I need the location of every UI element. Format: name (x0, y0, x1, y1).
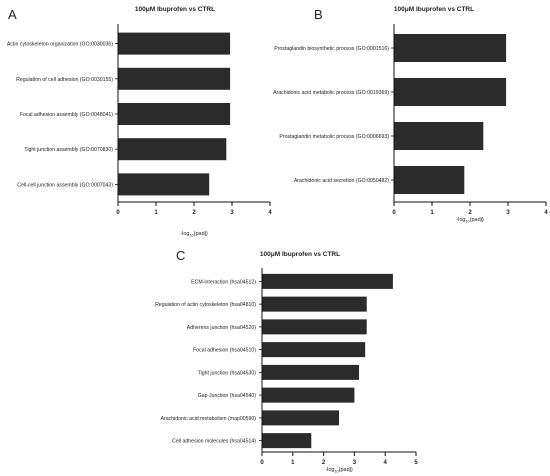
panel-b-x-axis-label-sub: 10 (465, 220, 469, 224)
panel-b-x-tick-label: 4 (544, 210, 548, 216)
panel-b-x-tick-label: 2 (468, 210, 472, 216)
panel-a-x-axis-label-tail: (padj) (194, 231, 208, 237)
panel-c-category-label: Gap Junction (hsa04540) (198, 393, 257, 399)
panel-b-category-label: Prostaglandin biosynthetic process (GO:0… (274, 46, 389, 52)
panel-b-x-tick-label: 0 (392, 210, 396, 216)
panel-a-bar (118, 67, 231, 90)
panel-a-x-axis-label-base: -log (180, 231, 189, 237)
panel-c-bar (262, 342, 366, 358)
panel-c-bar (262, 319, 367, 335)
panel-c-x-tick-label: 4 (384, 460, 388, 466)
panel-a-category-label: Regulation of cell adhesion (GO:0030155) (16, 77, 113, 83)
panel-b-title: 100μM Ibuprofen vs CTRL (394, 6, 474, 13)
panel-b-x-tick-label: 3 (506, 210, 510, 216)
panel-b-x-axis-label: -log10(padj) (456, 217, 484, 224)
panel-a-x-tick-label: 3 (230, 210, 234, 216)
panel-a-bar (118, 32, 231, 55)
panel-a-category-label: Actin cytoskeleton organization (GO:0030… (7, 42, 113, 48)
panel-a-x-tick-label: 1 (154, 210, 158, 216)
panel-c-category-label: Tight junction (hsa04530) (198, 370, 257, 376)
panel-a-x-tick-label: 2 (192, 210, 196, 216)
panel-a-title: 100μM Ibuprofen vs CTRL (135, 6, 215, 13)
panel-c-x-axis-label-tail: (padj) (339, 467, 353, 473)
panel-c-bar (262, 273, 393, 289)
panel-c-x-axis-label-base: -log (325, 467, 334, 473)
panel-a-x-tick-label: 4 (268, 210, 272, 216)
panel-b-x-tick-label: 1 (430, 210, 434, 216)
panel-c-x-tick-label: 0 (260, 460, 264, 466)
panel-c-title: 100μM Ibuprofen vs CTRL (260, 251, 340, 258)
panel-a-x-axis-label: -log10(padj) (180, 231, 208, 238)
panel-a-label: A (8, 7, 17, 22)
panel-a-category-label: Focal adhesion assembly (GO:0048041) (20, 112, 113, 118)
panel-b-category-label: Prostaglandin metabolic process (GO:0006… (279, 134, 389, 140)
panel-c-category-label: Cell adhesion molecules (hsa04514) (172, 439, 256, 445)
panel-c-x-axis-label: -log10(padj) (325, 467, 353, 474)
panel-c-x-tick-label: 5 (414, 460, 418, 466)
panel-c-bar (262, 296, 367, 312)
panel-c-category-label: Adherens junction (hsa04520) (187, 325, 256, 331)
panel-c-x-axis-label-sub: 10 (334, 470, 338, 474)
panel-b-x-axis-label-base: -log (456, 217, 465, 223)
panel-b-bar (394, 122, 484, 150)
panel-b-x-axis-label-tail: (padj) (470, 217, 484, 223)
panel-c-category-label: ECM-interaction (hsa04512) (191, 279, 256, 285)
panel-b-bar (394, 34, 507, 62)
panel-c-category-label: Focal adhesion (hsa04510) (193, 348, 256, 354)
panel-a-category-label: Cell-cell junction assembly (GO:0007043) (17, 182, 113, 188)
panel-c-category-label: Regulation of actin cytoskeleton (hsa048… (155, 302, 256, 308)
panel-c-category-label: Arachidonic acid metabolism (map00590) (161, 416, 257, 422)
panel-b-category-label: Arachidonic acid secretion (GO:0050482) (294, 178, 389, 184)
panel-c-bar (262, 387, 355, 403)
panel-a-bar (118, 103, 231, 125)
panel-a-bar (118, 173, 210, 196)
panel-a-category-label: Tight junction assembly (GO:0070830) (24, 147, 113, 153)
panel-c-label: C (176, 248, 185, 263)
panel-a-x-tick-label: 0 (116, 210, 120, 216)
panel-c-x-tick-label: 1 (291, 460, 295, 466)
panel-c-x-tick-label: 3 (353, 460, 357, 466)
panel-b-label: B (314, 7, 323, 22)
panel-b-bar (394, 78, 507, 106)
panel-c-bar (262, 364, 360, 380)
panel-b-bar (394, 166, 465, 194)
panel-b-category-label: Arachidonic acid metabolic process (GO:0… (273, 90, 389, 96)
panel-a-x-axis-label-sub: 10 (189, 234, 193, 238)
panel-c-bar (262, 410, 339, 426)
panel-a-bar (118, 138, 227, 161)
panel-c-x-tick-label: 2 (322, 460, 326, 466)
panel-c-bar (262, 433, 312, 449)
